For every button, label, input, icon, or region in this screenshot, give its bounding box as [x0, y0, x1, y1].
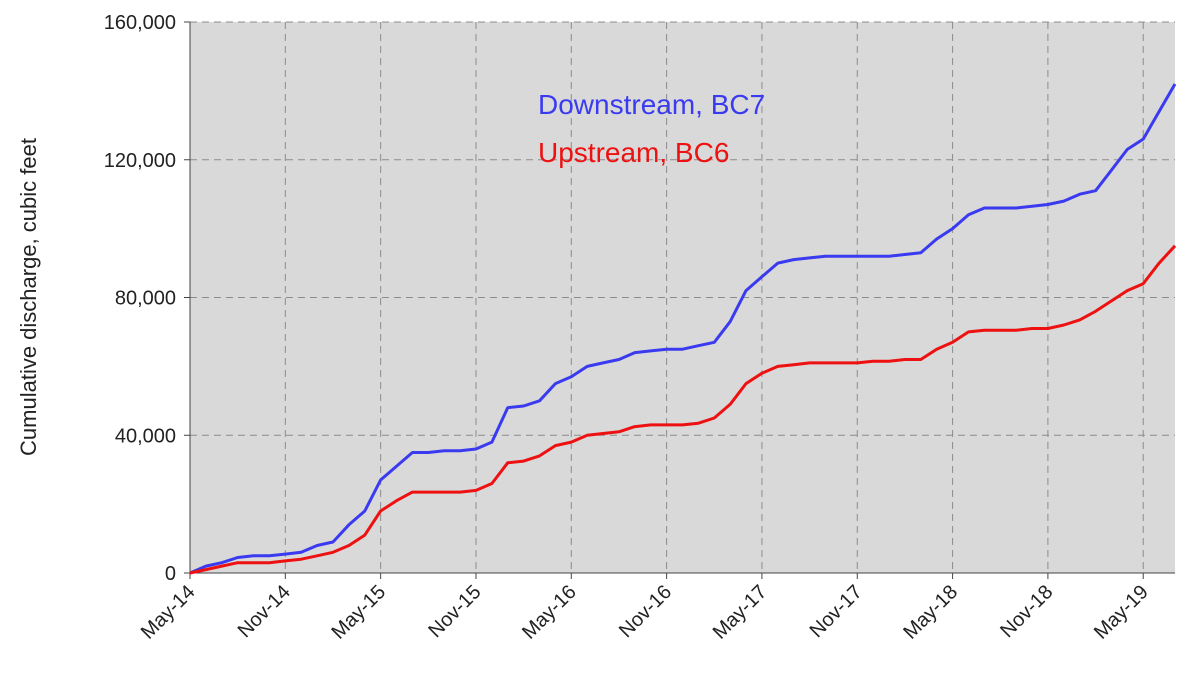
x-tick-label: Nov-16	[615, 581, 676, 642]
x-tick-label: May-14	[137, 581, 200, 644]
legend-entry: Upstream, BC6	[538, 137, 729, 168]
series-line	[189, 83, 1177, 575]
x-tick-label: Nov-18	[996, 581, 1057, 642]
legend-entry: Downstream, BC7	[538, 89, 765, 120]
x-tick-label: May-19	[1090, 581, 1153, 644]
y-tick-label: 80,000	[115, 288, 176, 310]
y-tick-label: 160,000	[104, 12, 176, 34]
x-tick-label: Nov-15	[424, 581, 485, 642]
x-tick-label: May-16	[518, 581, 581, 644]
y-tick-label: 40,000	[115, 425, 176, 447]
x-tick-label: May-17	[709, 581, 772, 644]
y-tick-label: 0	[165, 563, 176, 585]
series-line	[189, 244, 1177, 575]
x-tick-label: May-18	[899, 581, 962, 644]
y-axis-label: Cumulative discharge, cubic feet	[16, 138, 41, 456]
x-tick-label: May-15	[327, 581, 390, 644]
x-tick-label: Nov-14	[234, 581, 295, 642]
y-tick-label: 120,000	[104, 150, 176, 172]
x-tick-label: Nov-17	[806, 581, 867, 642]
